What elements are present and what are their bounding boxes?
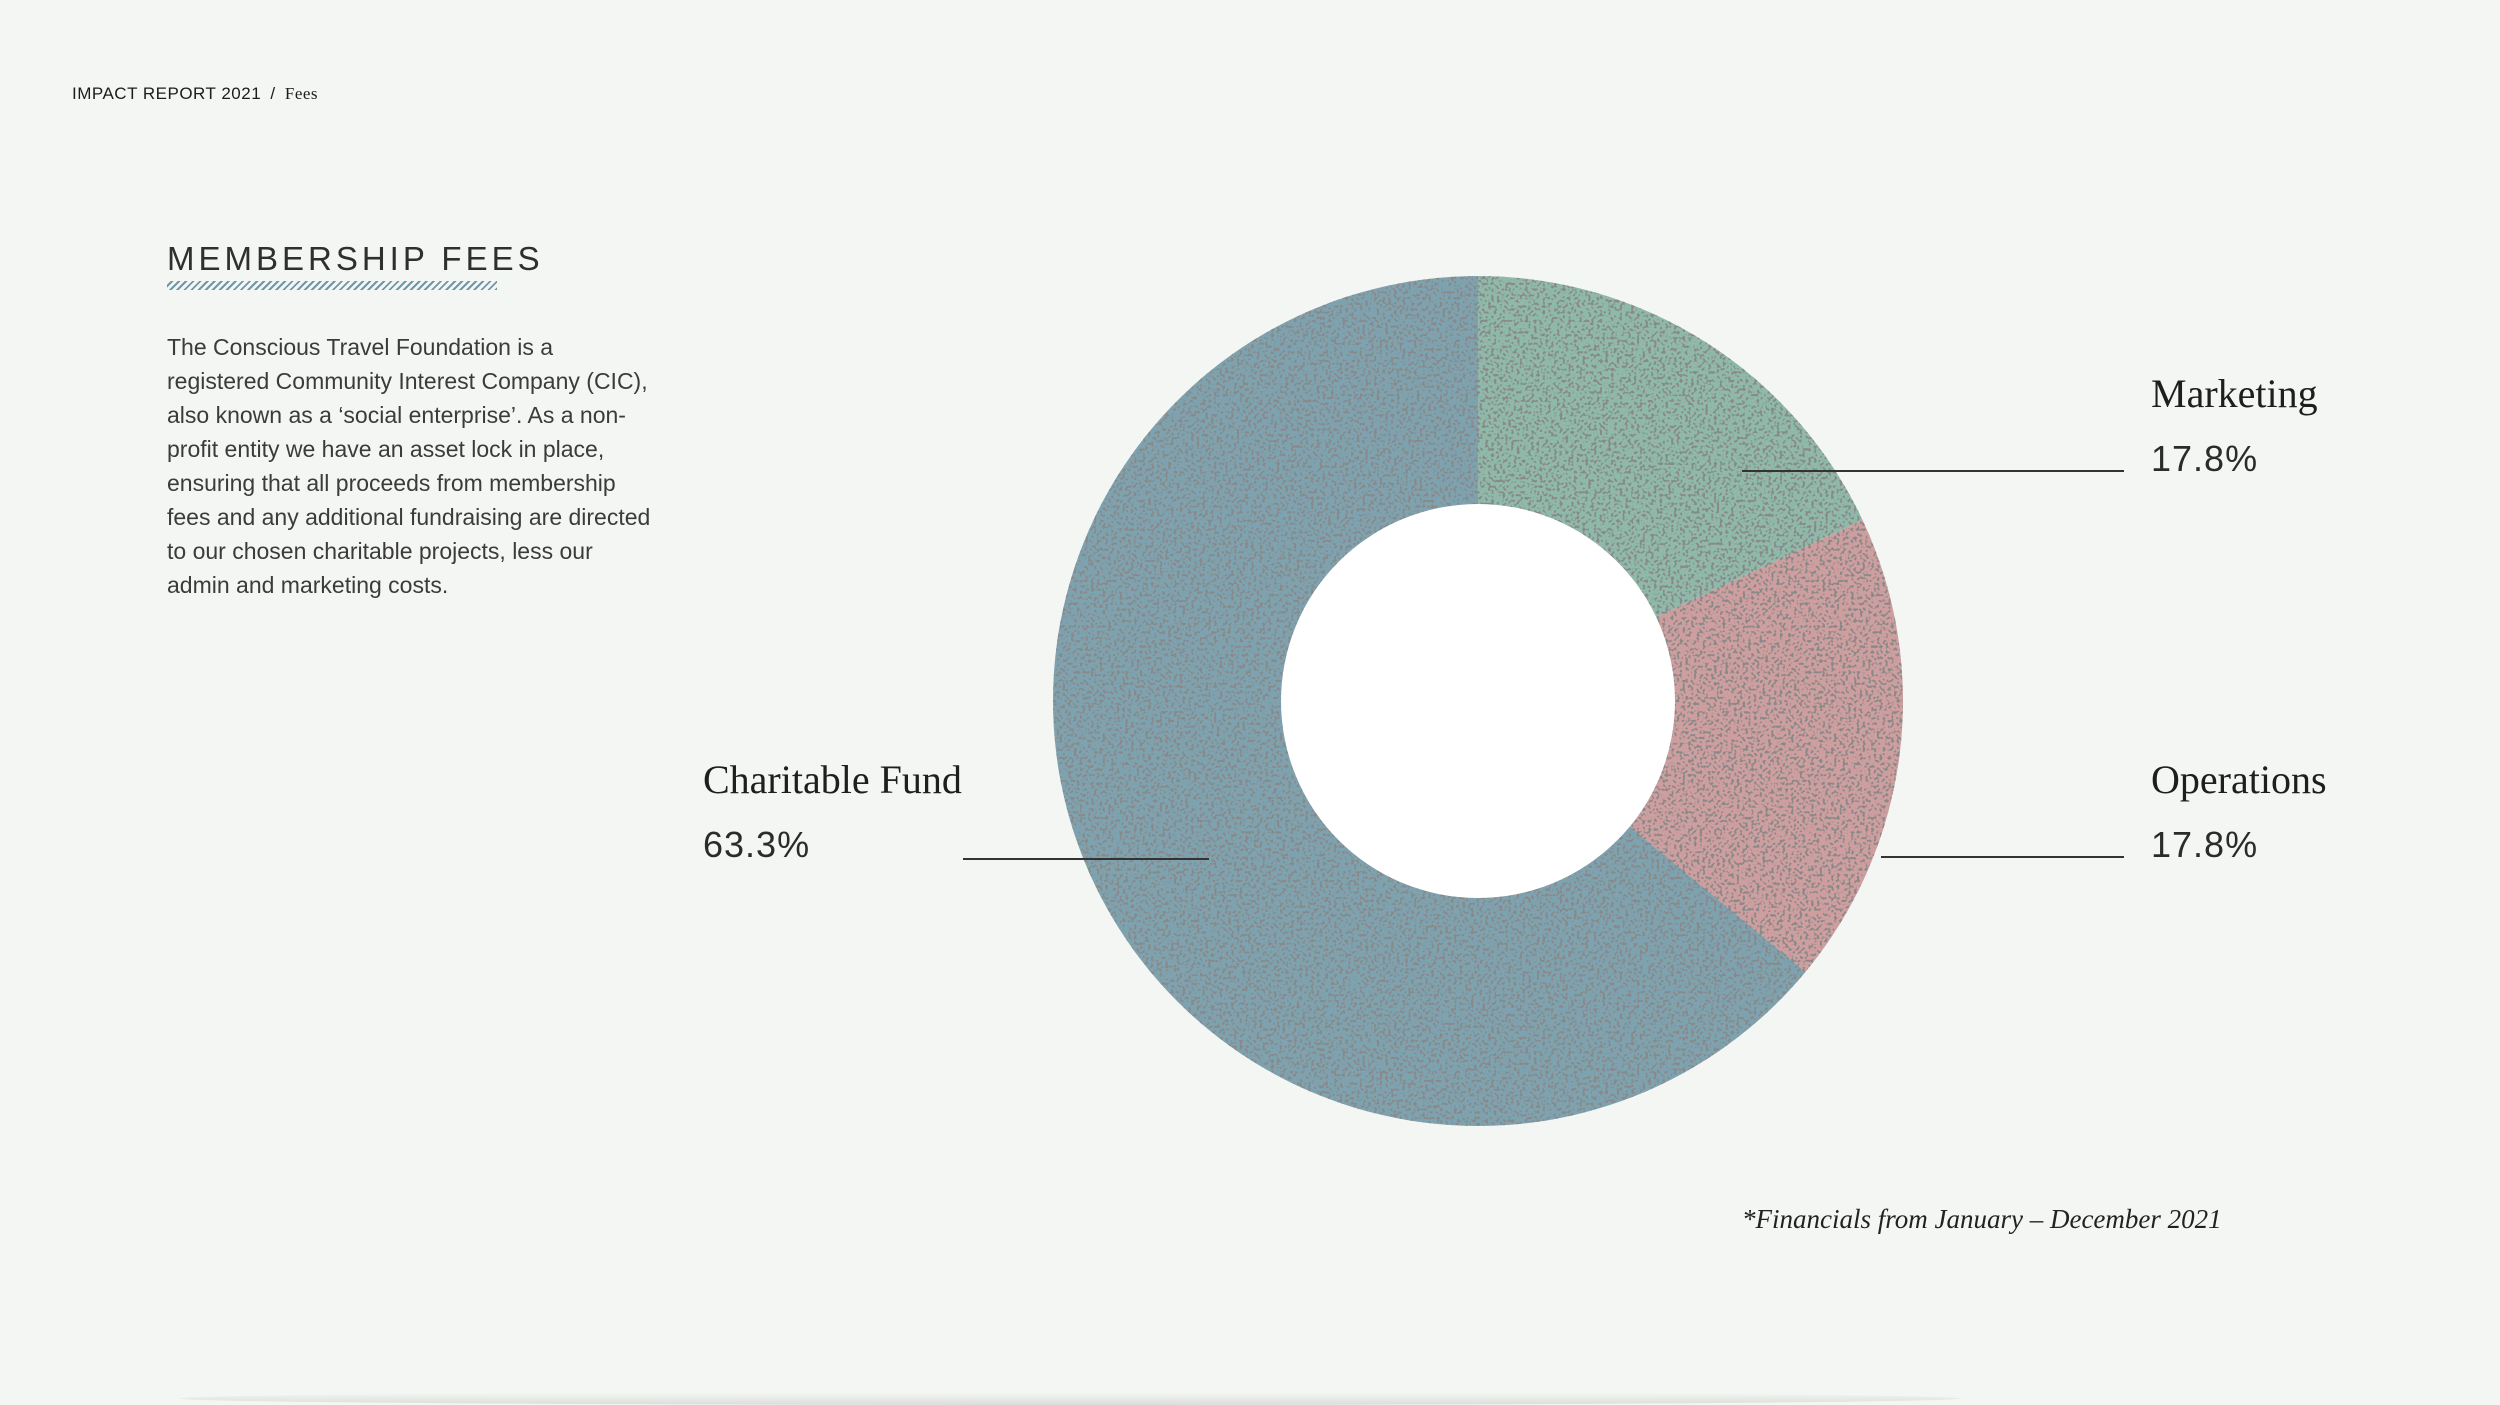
- label-marketing: Marketing: [2151, 371, 2318, 416]
- footnote: *Financials from January – December 2021: [1742, 1204, 2222, 1234]
- section-title: MEMBERSHIP FEES: [167, 240, 544, 277]
- bottom-shadow: [180, 1392, 1960, 1405]
- leader-line-marketing: [1742, 470, 2124, 472]
- leader-line-operations: [1881, 856, 2124, 858]
- breadcrumb-current: Fees: [284, 84, 319, 103]
- value-marketing: 17.8%: [2151, 438, 2259, 479]
- label-operations: Operations: [2151, 757, 2327, 802]
- value-operations: 17.8%: [2151, 824, 2259, 865]
- label-charitable-fund: Charitable Fund: [703, 757, 962, 802]
- leader-line-charitable-fund: [963, 858, 1209, 860]
- title-underline: [167, 281, 497, 290]
- breadcrumb: IMPACT REPORT 2021 / Fees: [72, 84, 318, 104]
- value-charitable-fund: 63.3%: [703, 824, 811, 865]
- breadcrumb-root: IMPACT REPORT 2021: [72, 84, 262, 103]
- donut-hole: [1281, 504, 1675, 898]
- slice-operations: [1478, 519, 1903, 972]
- intro-paragraph: The Conscious Travel Foundation is a reg…: [167, 334, 651, 598]
- breadcrumb-separator: /: [270, 84, 276, 103]
